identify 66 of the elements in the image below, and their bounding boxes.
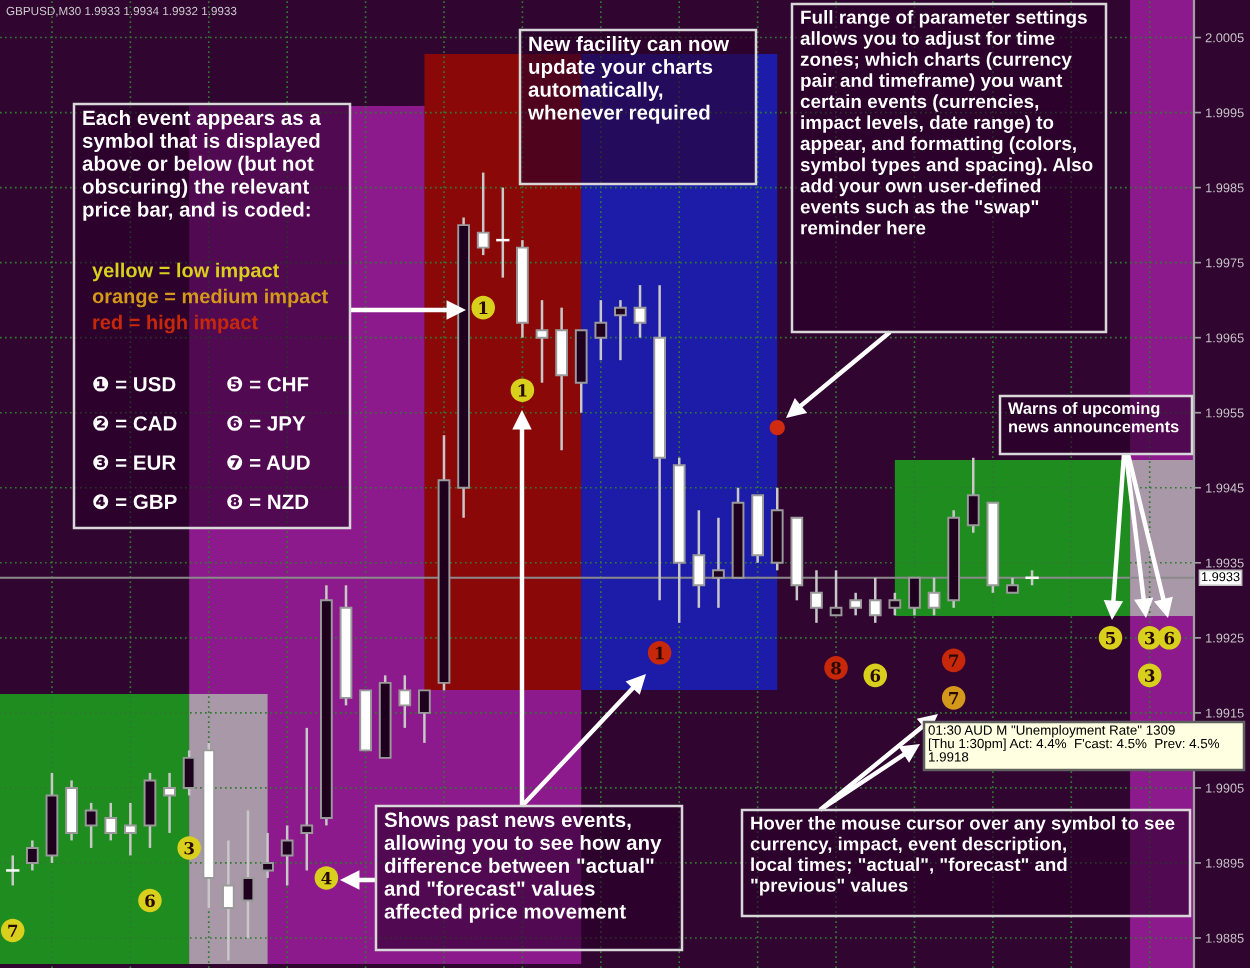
candlestick xyxy=(908,576,921,617)
text: 6 xyxy=(870,669,881,682)
candlestick xyxy=(84,801,98,850)
candlestick xyxy=(888,591,902,617)
annotation: Warns of upcoming news announcements xyxy=(1008,402,1179,433)
annotation: Hover the mouse cursor over any symbol to see currency, impact, event description, local times; "actual", "forecast" and "previous" values xyxy=(750,816,1175,896)
candlestick xyxy=(124,801,137,857)
annotation: ❶ = USD xyxy=(93,376,176,392)
series-label: 7 xyxy=(949,692,959,705)
candlestick xyxy=(966,456,980,535)
candlestick xyxy=(594,298,608,362)
series-label: 3 xyxy=(1145,631,1155,645)
candlestick xyxy=(241,809,255,940)
candlestick xyxy=(182,749,196,797)
annotation: ❽ = NZD xyxy=(227,494,309,510)
annotation: red = high impact xyxy=(93,314,258,334)
text: Full range of parameter settings allows you to adjust for time zones; which charts (currency pair and timeframe) you want certain events (currencies, impact levels, date range) to appear, and formatting (colors, symbol types and spacing). Also add your own user-defined events such as the "swap" reminder here xyxy=(800,10,1093,235)
annotation: ❺ = CHF xyxy=(227,376,309,392)
candlestick xyxy=(65,779,78,842)
candlestick xyxy=(868,576,882,625)
candlestick xyxy=(849,591,863,617)
candlestick xyxy=(6,854,20,887)
candlestick xyxy=(829,569,843,617)
candlestick xyxy=(555,306,568,452)
candlestick xyxy=(535,298,549,384)
candlestick xyxy=(712,516,725,610)
candlestick xyxy=(633,283,647,339)
annotation: Each event appears as a symbol that is displayed above or below (but not obscuring) the relevant price bar, and is coded: xyxy=(82,110,321,221)
annotation: ❸ = EUR xyxy=(93,455,176,471)
series-label: 4 xyxy=(321,871,332,885)
candlestick xyxy=(163,771,176,835)
candlestick xyxy=(25,839,39,872)
annotation: Shows past news events, allowing you to see how any difference between "actual" and "forecast" values affected price movement xyxy=(384,812,662,923)
candlestick xyxy=(476,171,490,257)
candlestick xyxy=(280,824,294,887)
series-label: 8 xyxy=(831,661,841,675)
candlestick xyxy=(692,509,706,610)
candlestick xyxy=(614,298,627,362)
candlestick xyxy=(261,831,274,880)
text: 1 xyxy=(518,384,527,397)
series-label: 6 xyxy=(1164,631,1175,645)
annotation: ❹ = GBP xyxy=(93,494,177,510)
candlestick xyxy=(222,839,235,962)
annotation: yellow = low impact xyxy=(92,262,280,282)
candlestick xyxy=(810,569,823,625)
series-label: 3 xyxy=(1145,669,1155,682)
annotation: ❻ = JPY xyxy=(227,415,306,431)
candlestick xyxy=(927,576,941,617)
annotation: ❷ = CAD xyxy=(93,415,177,431)
annotation: New facility can now update your charts automatically, whenever required xyxy=(527,36,730,124)
candlestick xyxy=(143,771,157,850)
point xyxy=(769,420,785,436)
series-label: 1 xyxy=(655,646,664,660)
series-label: 1 xyxy=(479,301,488,314)
series-label: 5 xyxy=(1106,632,1116,645)
candlestick xyxy=(104,801,118,842)
annotation: ❼ = AUD xyxy=(227,455,310,471)
text: 6 xyxy=(145,894,155,908)
candlestick xyxy=(418,689,431,745)
candlestick xyxy=(398,674,412,730)
series-label: 7 xyxy=(949,654,959,667)
candlestick xyxy=(300,726,314,872)
candlestick xyxy=(496,186,510,279)
text: 3 xyxy=(184,841,194,855)
series-label: 7 xyxy=(8,924,18,937)
annotation: orange = medium impact xyxy=(92,288,328,308)
